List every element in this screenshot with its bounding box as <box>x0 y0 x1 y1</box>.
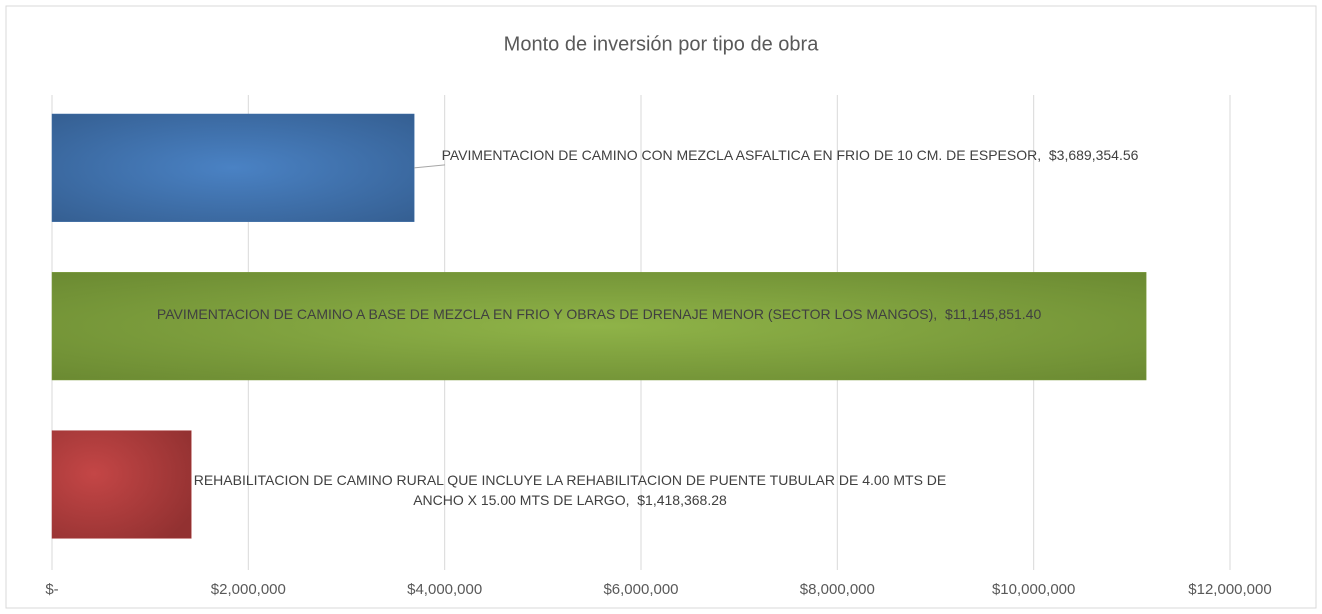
data-label-text: PAVIMENTACION DE CAMINO A BASE DE MEZCLA… <box>52 304 1146 324</box>
data-label: PAVIMENTACION DE CAMINO CON MEZCLA ASFAL… <box>420 145 1160 165</box>
data-label: REHABILITACION DE CAMINO RURAL QUE INCLU… <box>180 470 960 510</box>
bar <box>51 113 415 222</box>
leader-line <box>414 164 446 169</box>
x-tick-label: $12,000,000 <box>1188 581 1271 598</box>
x-tick-label: $6,000,000 <box>603 581 678 598</box>
x-tick-label: $10,000,000 <box>992 581 1075 598</box>
value-label: $3,689,354.56 <box>1048 147 1139 163</box>
category-label: PAVIMENTACION DE CAMINO CON MEZCLA ASFAL… <box>442 147 1049 163</box>
bar <box>51 272 1147 381</box>
x-tick-label: $2,000,000 <box>211 581 286 598</box>
category-label: PAVIMENTACION DE CAMINO A BASE DE MEZCLA… <box>157 306 945 322</box>
data-label: PAVIMENTACION DE CAMINO A BASE DE MEZCLA… <box>52 304 1146 324</box>
value-label: $1,418,368.28 <box>637 492 727 508</box>
x-tick-label: $4,000,000 <box>407 581 482 598</box>
category-label: REHABILITACION DE CAMINO RURAL QUE INCLU… <box>194 472 947 508</box>
data-label-text: REHABILITACION DE CAMINO RURAL QUE INCLU… <box>180 470 960 510</box>
data-label-text: PAVIMENTACION DE CAMINO CON MEZCLA ASFAL… <box>420 145 1160 165</box>
chart-title: Monto de inversión por tipo de obra <box>504 33 820 55</box>
x-tick-label: $8,000,000 <box>800 581 875 598</box>
x-tick-label: $- <box>45 581 58 598</box>
bar <box>51 430 192 539</box>
value-label: $11,145,851.40 <box>944 306 1042 323</box>
